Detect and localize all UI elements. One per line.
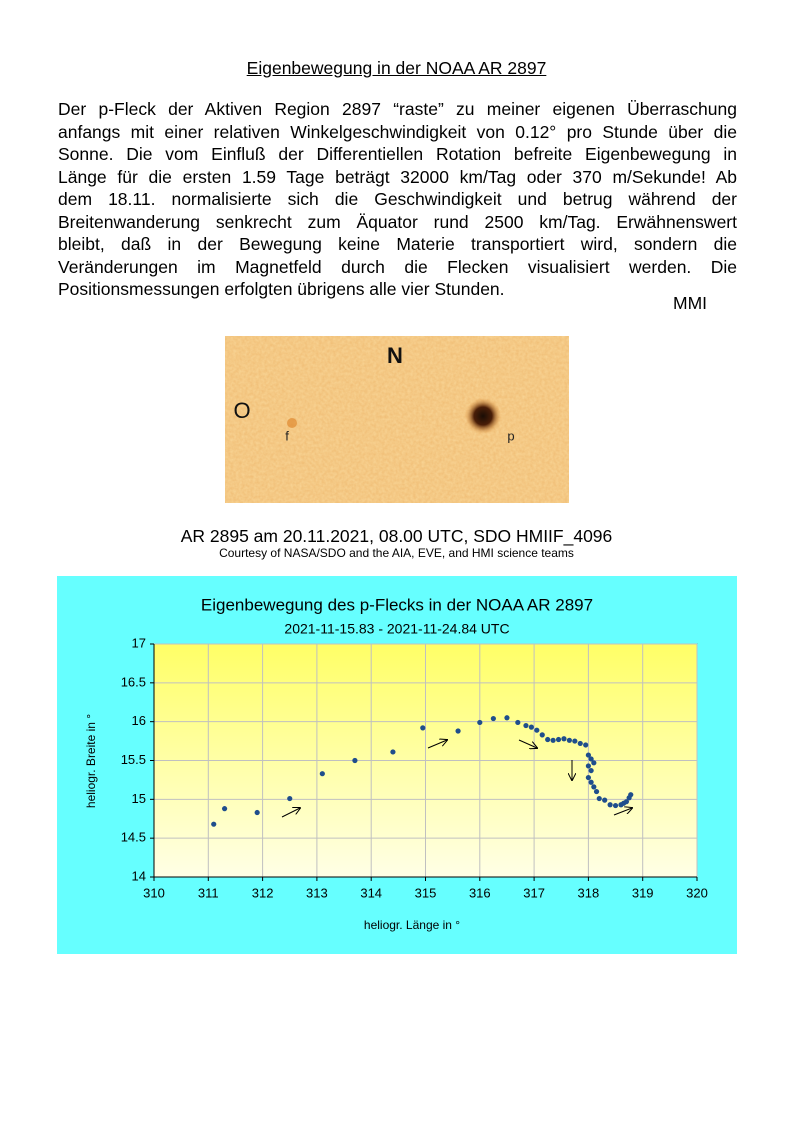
arrow <box>281 808 300 818</box>
point <box>515 719 521 726</box>
point <box>550 737 556 743</box>
point <box>577 740 583 747</box>
x-tick-label: 318 <box>578 885 600 900</box>
y-tick-label: 14.5 <box>121 830 146 845</box>
point <box>287 795 293 802</box>
point <box>555 736 562 743</box>
point <box>588 756 594 762</box>
point <box>254 809 260 816</box>
point <box>585 774 592 781</box>
title: Eigenbewegung in der NOAA AR 2897 <box>246 58 547 78</box>
y-axis-label: heliogr. Breite in ° <box>84 714 98 808</box>
y-tick-label: 16.5 <box>121 674 146 689</box>
text-line: Länge für die ersten 1.59 Tage beträgt 3… <box>58 166 737 187</box>
point <box>585 752 592 758</box>
point <box>545 736 551 743</box>
point <box>455 728 461 734</box>
x-tick-label: 311 <box>198 885 219 900</box>
text-line: Veränderungen im Magnetfeld durch die Fl… <box>58 256 737 277</box>
chart-subtitle: 2021-11-15.83 - 2021-11-24.84 UTC <box>284 621 509 637</box>
x-tick-label: 313 <box>306 885 328 900</box>
point <box>319 771 325 777</box>
point <box>539 732 545 738</box>
text-line: bleibt, daß in der Bewegung keine Materi… <box>58 234 737 254</box>
arrows <box>281 739 632 818</box>
arrow <box>427 740 447 749</box>
arrow <box>518 739 537 748</box>
text-line: Sonne. Die vom Einfluß der Differentiell… <box>58 144 737 164</box>
point <box>561 736 567 742</box>
x-tick-label: 319 <box>632 885 654 900</box>
point <box>504 715 510 721</box>
x-tick-label: 310 <box>143 885 165 900</box>
image-label: O <box>233 398 250 423</box>
image-label: N <box>387 343 403 368</box>
arrow <box>613 808 632 816</box>
point <box>352 757 358 764</box>
y-tick-label: 14 <box>132 868 146 883</box>
y-tick-label: 15.5 <box>121 752 146 767</box>
point <box>583 742 589 748</box>
point <box>593 788 600 795</box>
x-tick-label: 315 <box>415 885 437 900</box>
point <box>528 724 534 730</box>
image-label: f <box>285 428 289 443</box>
sun-image: N O f p <box>225 336 569 503</box>
point <box>420 725 426 731</box>
author: MMI <box>673 293 708 313</box>
x-tick-label: 312 <box>252 885 274 900</box>
point <box>572 738 578 744</box>
point <box>602 797 608 803</box>
credit: Courtesy of NASA/SDO and the AIA, EVE, a… <box>219 546 574 560</box>
text-line: Breitenwanderung senkrecht zum Äquator r… <box>58 211 737 232</box>
y-tick-label: 15 <box>132 791 146 806</box>
chart: Eigenbewegung des p-Flecks in der NOAA A… <box>57 576 737 954</box>
point <box>623 799 630 805</box>
x-tick-label: 317 <box>523 885 545 900</box>
point <box>566 737 572 743</box>
point <box>607 802 613 808</box>
point <box>628 792 634 798</box>
text-line: Positionsmessungen erfolgten übrigens al… <box>58 279 505 299</box>
image-label: p <box>507 428 514 443</box>
chart-title: Eigenbewegung des p-Flecks in der NOAA A… <box>201 595 593 614</box>
point <box>588 767 594 774</box>
x-tick-label: 314 <box>360 885 382 900</box>
point <box>591 784 597 790</box>
text-line: Der p-Fleck der Aktiven Region 2897 “ras… <box>58 99 737 119</box>
body-text: Der p-Fleck der Aktiven Region 2897 “ras… <box>58 98 737 301</box>
point <box>390 749 396 755</box>
caption: AR 2895 am 20.11.2021, 08.00 UTC, SDO HM… <box>180 526 613 546</box>
point <box>591 760 597 766</box>
x-tick-label: 320 <box>686 885 708 900</box>
text-line: dem 18.11. normalisierte sich die Geschw… <box>58 189 737 209</box>
x-axis-label: heliogr. Länge in ° <box>364 918 460 932</box>
point <box>221 806 228 812</box>
point <box>490 715 496 722</box>
point <box>211 821 217 827</box>
point <box>596 795 602 802</box>
point <box>588 779 594 785</box>
point <box>585 763 592 769</box>
y-tick-label: 16 <box>132 713 146 728</box>
point <box>477 719 483 726</box>
point <box>612 802 619 809</box>
x-tick-label: 316 <box>469 885 491 900</box>
text-line: anfangs mit einer relativen Winkelgeschw… <box>58 121 737 142</box>
point <box>523 722 529 729</box>
point <box>534 727 540 733</box>
y-tick-label: 17 <box>132 635 146 650</box>
